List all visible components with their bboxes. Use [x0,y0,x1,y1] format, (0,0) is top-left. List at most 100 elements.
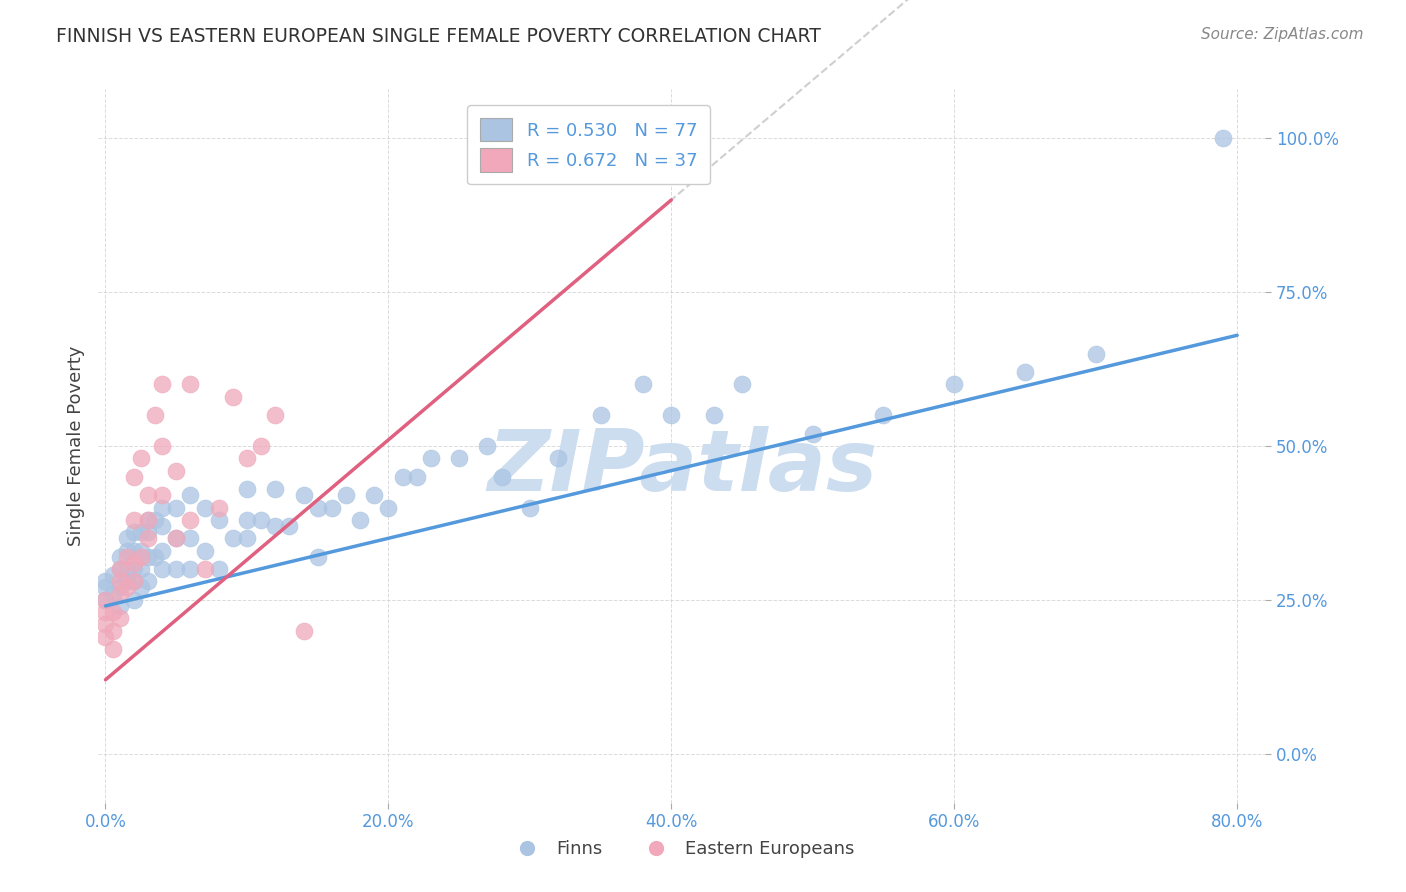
Point [208,513,231,527]
Point [477,439,499,453]
Point [703,409,725,423]
Point [122,574,145,589]
Point [589,409,612,423]
Point [250,513,273,527]
Point [115,531,138,545]
Point [150,500,173,515]
Point [129,581,152,595]
Point [208,562,231,576]
Point [108,611,131,625]
Point [943,377,966,392]
Point [94,605,117,619]
Point [165,500,187,515]
Point [250,439,273,453]
Point [236,482,259,496]
Point [143,549,166,564]
Point [1084,347,1107,361]
Point [264,482,287,496]
Point [122,525,145,540]
Point [264,519,287,533]
Point [122,592,145,607]
Point [193,543,215,558]
Point [363,488,385,502]
Point [179,377,201,392]
Point [129,549,152,564]
Point [101,568,124,582]
Point [94,574,117,589]
Point [136,488,159,502]
Point [143,513,166,527]
Text: Source: ZipAtlas.com: Source: ZipAtlas.com [1201,27,1364,42]
Point [122,556,145,570]
Point [631,377,654,392]
Point [122,574,145,589]
Point [165,531,187,545]
Point [193,500,215,515]
Point [129,543,152,558]
Point [321,500,343,515]
Point [165,464,187,478]
Point [150,488,173,502]
Text: ZIPatlas: ZIPatlas [486,425,877,509]
Point [115,543,138,558]
Point [101,624,124,638]
Y-axis label: Single Female Poverty: Single Female Poverty [66,346,84,546]
Point [193,562,215,576]
Point [136,574,159,589]
Point [115,562,138,576]
Point [349,513,371,527]
Point [377,500,399,515]
Point [179,513,201,527]
Point [94,630,117,644]
Point [143,409,166,423]
Point [122,562,145,576]
Point [391,469,413,483]
Point [101,587,124,601]
Point [129,525,152,540]
Point [122,513,145,527]
Point [872,409,894,423]
Point [236,531,259,545]
Point [108,562,131,576]
Point [236,513,259,527]
Point [222,390,245,404]
Point [236,451,259,466]
Point [1212,131,1234,145]
Point [94,592,117,607]
Point [94,592,117,607]
Point [547,451,569,466]
Point [335,488,357,502]
Point [108,562,131,576]
Point [108,599,131,613]
Point [108,587,131,601]
Point [136,513,159,527]
Point [94,581,117,595]
Point [150,377,173,392]
Point [659,409,682,423]
Point [491,469,513,483]
Point [122,543,145,558]
Point [519,500,541,515]
Point [101,642,124,657]
Point [136,525,159,540]
Point [115,574,138,589]
Point [150,562,173,576]
Point [179,488,201,502]
Point [115,581,138,595]
Point [136,531,159,545]
Point [292,624,315,638]
Point [136,513,159,527]
Point [222,531,245,545]
Point [307,549,329,564]
Point [419,451,441,466]
Point [108,549,131,564]
Point [129,451,152,466]
Point [108,581,131,595]
Point [801,426,824,441]
Point [150,543,173,558]
Point [1014,365,1036,379]
Point [278,519,301,533]
Point [264,409,287,423]
Point [307,500,329,515]
Point [122,469,145,483]
